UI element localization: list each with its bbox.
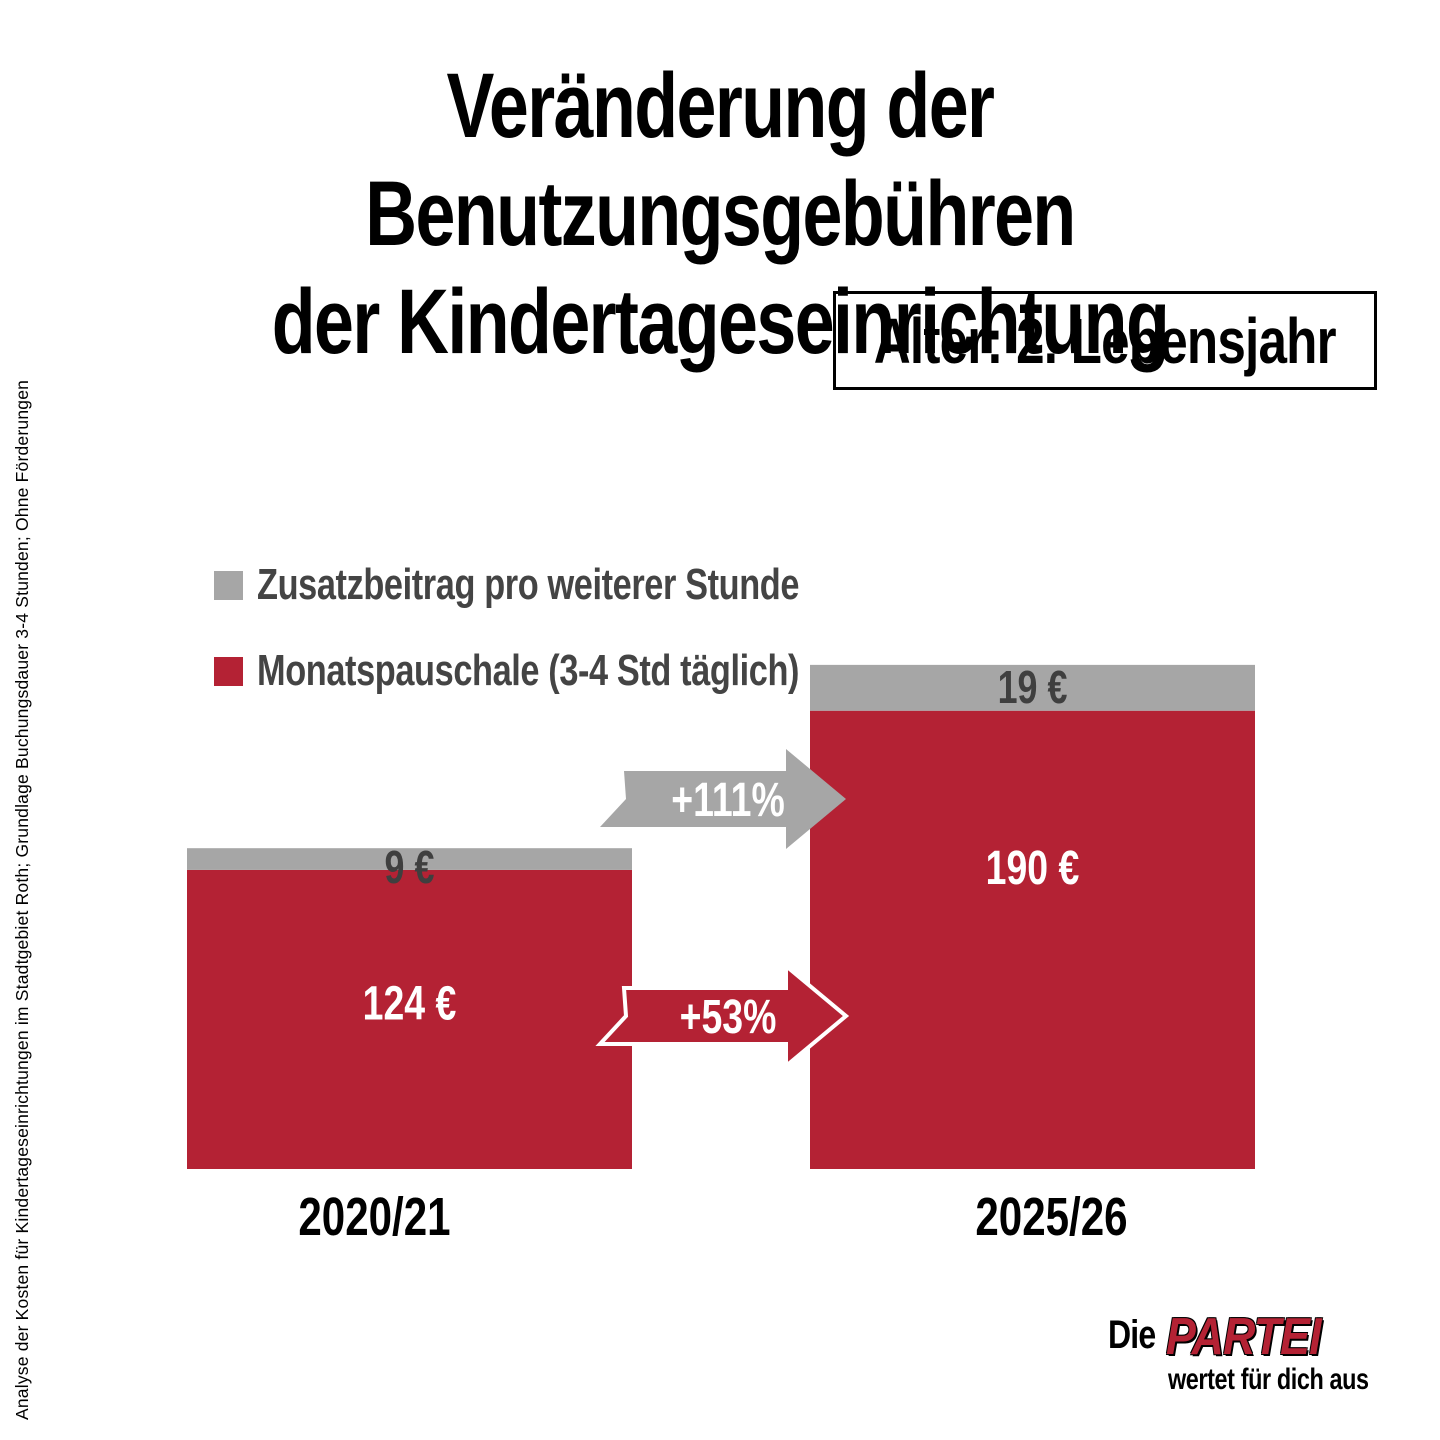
bar-monthly-2: [810, 710, 1255, 1169]
legend-label-extra: Zusatzbeitrag pro weiterer Stunde: [257, 560, 800, 609]
age-label-box: Alter: 2. Lebensjahr: [833, 291, 1377, 390]
legend-item-extra: Zusatzbeitrag pro weiterer Stunde: [214, 560, 952, 610]
logo-die: Die: [1108, 1313, 1156, 1357]
chart-title-line-1: Veränderung der Benutzungsgebühren: [365, 55, 1076, 265]
chart-title: Veränderung der Benutzungsgebühren der K…: [0, 52, 1440, 376]
category-label-1: 2020/21: [298, 1187, 450, 1247]
bar-extra-1: [187, 848, 632, 870]
label-monthly-1: 124 €: [363, 977, 457, 1031]
arrow-monthly-change: [595, 961, 850, 1071]
label-extra-2: 19 €: [998, 662, 1068, 713]
arrow-extra-change: [600, 749, 846, 849]
label-monthly-2: 190 €: [986, 841, 1080, 895]
label-extra-1: 9 €: [385, 842, 435, 893]
legend-item-monthly: Monatspauschale (3-4 Std täglich): [214, 646, 952, 696]
category-label-2: 2025/26: [975, 1187, 1127, 1247]
legend-label-monthly: Monatspauschale (3-4 Std täglich): [257, 646, 800, 695]
bar-monthly-1: [187, 869, 632, 1169]
legend-swatch-extra: [214, 570, 243, 600]
arrow-monthly-change-label: +53%: [680, 991, 777, 1045]
legend-swatch-monthly: [214, 656, 243, 686]
chart-title-line-2: der Kindertageseinrichtung: [271, 271, 1170, 373]
logo-partei: PARTEI: [1166, 1308, 1322, 1366]
bar-extra-2: [810, 664, 1255, 711]
age-label: Alter: 2. Lebensjahr: [874, 304, 1337, 377]
arrow-extra-change-label: +111%: [671, 774, 784, 828]
logo-tagline: wertet für dich aus: [1168, 1363, 1369, 1396]
die-partei-logo: Die PARTEI wertet für dich aus: [1108, 1305, 1408, 1405]
